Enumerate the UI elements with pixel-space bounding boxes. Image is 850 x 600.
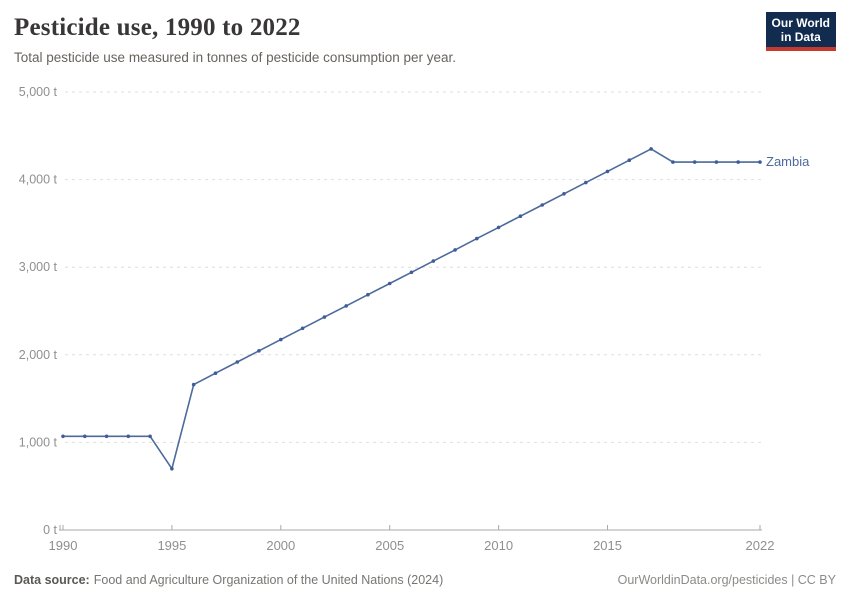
data-point[interactable] xyxy=(61,434,65,439)
data-point[interactable] xyxy=(562,192,566,196)
data-source: Data source: Food and Agriculture Organiz… xyxy=(14,573,443,587)
data-point[interactable] xyxy=(279,337,283,342)
data-point[interactable] xyxy=(322,315,327,319)
data-point[interactable] xyxy=(191,382,196,387)
x-tick-label: 2005 xyxy=(375,538,404,553)
x-tick-label: 1990 xyxy=(49,538,78,553)
x-axis xyxy=(59,525,762,531)
data-point[interactable] xyxy=(736,160,740,164)
owid-logo-line2: in Data xyxy=(780,30,821,44)
data-point[interactable] xyxy=(257,349,261,353)
data-source-label: Data source: xyxy=(14,573,90,587)
series-line[interactable] xyxy=(62,148,761,470)
data-point[interactable] xyxy=(148,434,152,439)
series-label-zambia[interactable]: Zambia xyxy=(766,154,810,170)
data-point[interactable] xyxy=(453,248,457,252)
x-tick-label: 2015 xyxy=(593,538,622,553)
x-tick-label: 2022 xyxy=(746,538,775,553)
x-axis-labels: 1990 1995 2000 2005 2010 2015 2022 xyxy=(49,538,775,553)
y-tick-label: 4,000 t xyxy=(19,173,58,187)
data-point[interactable] xyxy=(387,281,392,286)
owid-logo[interactable]: Our World in Data xyxy=(765,12,836,51)
data-point[interactable] xyxy=(540,203,544,207)
data-point[interactable] xyxy=(475,236,479,241)
chart-footer: Data source: Food and Agriculture Organiz… xyxy=(14,573,836,587)
data-point[interactable] xyxy=(584,180,588,185)
data-point[interactable] xyxy=(235,360,240,364)
data-point[interactable] xyxy=(170,466,174,471)
data-point[interactable] xyxy=(649,147,653,151)
data-point[interactable] xyxy=(409,270,414,275)
y-tick-label: 2,000 t xyxy=(19,348,58,362)
data-source-text: Food and Agriculture Organization of the… xyxy=(93,573,444,587)
y-tick-label: 3,000 t xyxy=(19,260,58,274)
data-point[interactable] xyxy=(344,304,349,308)
data-point[interactable] xyxy=(213,371,218,376)
data-point[interactable] xyxy=(605,169,610,174)
y-tick-label: 1,000 t xyxy=(19,435,58,449)
data-point[interactable] xyxy=(83,434,87,439)
data-point[interactable] xyxy=(758,160,762,164)
chart-subtitle: Total pesticide use measured in tonnes o… xyxy=(14,50,457,65)
data-point[interactable] xyxy=(518,214,523,218)
series-zambia[interactable] xyxy=(61,147,762,471)
data-point[interactable] xyxy=(431,259,436,263)
data-point[interactable] xyxy=(366,292,370,297)
data-point[interactable] xyxy=(300,326,305,331)
y-axis-labels: 0 t 1,000 t 2,000 t 3,000 t 4,000 t 5,000 t xyxy=(19,85,58,537)
footer-link[interactable]: OurWorldinData.org/pesticides | CC BY xyxy=(617,573,836,587)
x-tick-label: 2010 xyxy=(484,538,513,553)
x-tick-label: 2000 xyxy=(266,538,295,553)
page-title: Pesticide use, 1990 to 2022 xyxy=(14,14,301,41)
data-point[interactable] xyxy=(692,160,697,164)
owid-logo-line1: Our World xyxy=(771,16,830,30)
data-point[interactable] xyxy=(104,434,109,439)
x-tick-label: 1995 xyxy=(157,538,186,553)
data-point[interactable] xyxy=(126,434,131,439)
data-point[interactable] xyxy=(496,225,501,230)
data-point[interactable] xyxy=(714,160,719,164)
y-gridlines xyxy=(65,91,762,443)
y-tick-label: 5,000 t xyxy=(19,85,58,99)
y-tick-label: 0 t xyxy=(43,523,57,537)
data-point[interactable] xyxy=(671,160,675,164)
data-point[interactable] xyxy=(627,158,632,162)
